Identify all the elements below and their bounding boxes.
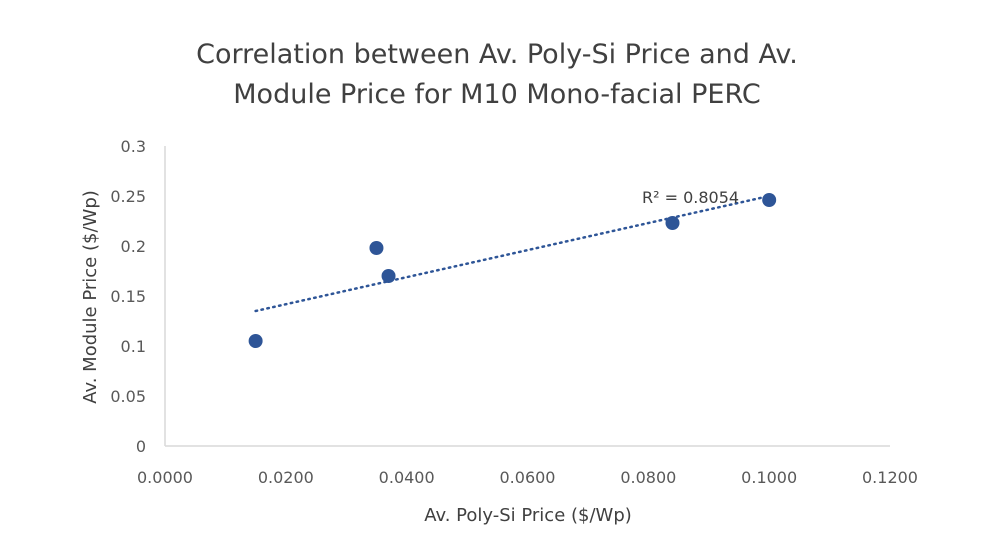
trendline-group — [254, 194, 771, 313]
y-tick-label: 0 — [136, 437, 146, 456]
x-tick-label: 0.0800 — [620, 468, 676, 487]
axes — [164, 146, 890, 447]
tick-labels: 0.0000 0.0200 0.0400 0.0600 0.0800 0.1000 0.12… — [110, 137, 918, 487]
data-points — [248, 193, 777, 348]
x-axis-title: Av. Poly-Si Price ($/Wp) — [424, 505, 632, 526]
data-point — [381, 269, 396, 283]
y-tick-label: 0.3 — [121, 137, 146, 156]
r-squared-label: R² = 0.8054 — [642, 188, 739, 207]
y-axis-title: Av. Module Price ($/Wp) — [80, 190, 101, 404]
data-point — [762, 193, 777, 207]
y-tick-label: 0.1 — [121, 337, 146, 356]
x-tick-label: 0.0600 — [500, 468, 556, 487]
data-point — [665, 216, 680, 230]
x-tick-label: 0.1200 — [862, 468, 918, 487]
chart-title-line-1: Correlation between Av. Poly-Si Price an… — [196, 39, 798, 70]
data-point — [248, 334, 263, 348]
x-tick-label: 0.0000 — [137, 468, 193, 487]
y-tick-label: 0.15 — [110, 287, 146, 306]
y-tick-label: 0.25 — [110, 187, 146, 206]
chart-title-line-2: Module Price for M10 Mono-facial PERC — [233, 79, 760, 110]
trendline — [254, 194, 771, 313]
y-tick-label: 0.2 — [121, 237, 146, 256]
data-point — [369, 241, 384, 255]
x-tick-label: 0.0400 — [379, 468, 435, 487]
y-tick-label: 0.05 — [110, 387, 146, 406]
x-tick-label: 0.0200 — [258, 468, 314, 487]
x-tick-label: 0.1000 — [741, 468, 797, 487]
